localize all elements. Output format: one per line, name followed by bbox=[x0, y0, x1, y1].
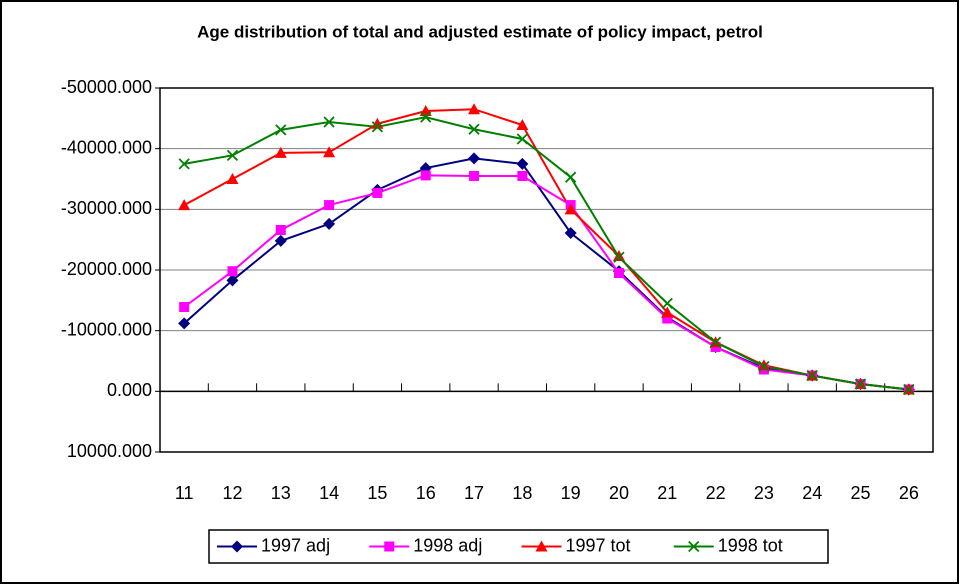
legend-label: 1997 tot bbox=[566, 535, 631, 555]
point bbox=[323, 116, 335, 128]
point bbox=[323, 146, 336, 158]
point bbox=[274, 146, 287, 158]
y-tick-label: -30000.000 bbox=[61, 198, 152, 218]
point bbox=[757, 359, 770, 371]
x-tick-label: 19 bbox=[561, 483, 581, 503]
legend-label: 1998 adj bbox=[413, 535, 482, 555]
point bbox=[324, 200, 335, 211]
point bbox=[372, 187, 383, 198]
legend bbox=[208, 529, 829, 564]
point bbox=[564, 226, 577, 239]
point bbox=[661, 306, 674, 318]
plot-area bbox=[159, 87, 934, 453]
chart-title: Age distribution of total and adjusted e… bbox=[197, 22, 763, 41]
point bbox=[564, 203, 577, 215]
x-tick-label: 15 bbox=[367, 483, 387, 503]
point bbox=[468, 152, 481, 165]
point bbox=[371, 121, 384, 133]
point bbox=[420, 170, 431, 181]
point bbox=[613, 268, 624, 279]
x-tick-label: 21 bbox=[657, 483, 677, 503]
point bbox=[468, 103, 481, 115]
point bbox=[688, 540, 700, 553]
x-tick-label: 22 bbox=[706, 483, 726, 503]
point bbox=[178, 158, 190, 170]
point bbox=[468, 123, 480, 135]
x-tick-label: 26 bbox=[899, 483, 919, 503]
point bbox=[226, 274, 239, 287]
point bbox=[420, 111, 432, 123]
point bbox=[661, 297, 673, 310]
point bbox=[275, 124, 287, 136]
point bbox=[662, 313, 673, 324]
x-tick-label: 11 bbox=[175, 483, 194, 503]
y-tick-label: -10000.000 bbox=[61, 319, 152, 339]
point bbox=[517, 170, 528, 181]
point bbox=[231, 540, 243, 553]
point bbox=[903, 383, 915, 396]
y-tick-label: 0.000 bbox=[107, 380, 152, 400]
series-line bbox=[183, 116, 909, 391]
point bbox=[516, 133, 528, 145]
point bbox=[516, 157, 529, 170]
x-tick-label: 13 bbox=[271, 483, 291, 503]
x-tick-label: 20 bbox=[609, 483, 629, 503]
point bbox=[469, 170, 480, 181]
point bbox=[323, 217, 336, 230]
point bbox=[758, 360, 770, 373]
point bbox=[226, 173, 239, 184]
point bbox=[179, 302, 190, 313]
point bbox=[275, 224, 286, 235]
point bbox=[178, 199, 191, 211]
x-tick-label: 23 bbox=[754, 483, 774, 503]
point bbox=[371, 117, 384, 129]
legend-label: 1997 adj bbox=[261, 535, 330, 555]
y-tick-label: -50000.000 bbox=[61, 77, 152, 97]
point bbox=[709, 336, 722, 348]
point bbox=[612, 250, 625, 262]
point bbox=[535, 540, 548, 552]
point bbox=[516, 119, 529, 131]
point bbox=[384, 541, 395, 552]
x-tick-label: 14 bbox=[319, 483, 339, 503]
x-tick-label: 17 bbox=[464, 483, 484, 503]
point bbox=[854, 378, 867, 390]
point bbox=[274, 234, 287, 247]
y-tick-label: -20000.000 bbox=[61, 259, 152, 279]
x-tick-label: 24 bbox=[802, 483, 822, 503]
point bbox=[227, 266, 238, 277]
x-tick-label: 18 bbox=[512, 483, 532, 503]
legend-label: 1998 tot bbox=[718, 535, 783, 555]
x-tick-label: 12 bbox=[222, 483, 242, 503]
point bbox=[178, 317, 191, 330]
point bbox=[565, 171, 577, 183]
y-tick-label: 10000.000 bbox=[67, 441, 152, 461]
x-tick-label: 16 bbox=[416, 483, 436, 503]
point bbox=[613, 251, 625, 263]
point bbox=[806, 369, 818, 382]
point bbox=[226, 149, 239, 161]
y-tick-label: -40000.000 bbox=[61, 137, 152, 157]
series-line bbox=[183, 174, 909, 391]
x-tick-label: 25 bbox=[851, 483, 871, 503]
